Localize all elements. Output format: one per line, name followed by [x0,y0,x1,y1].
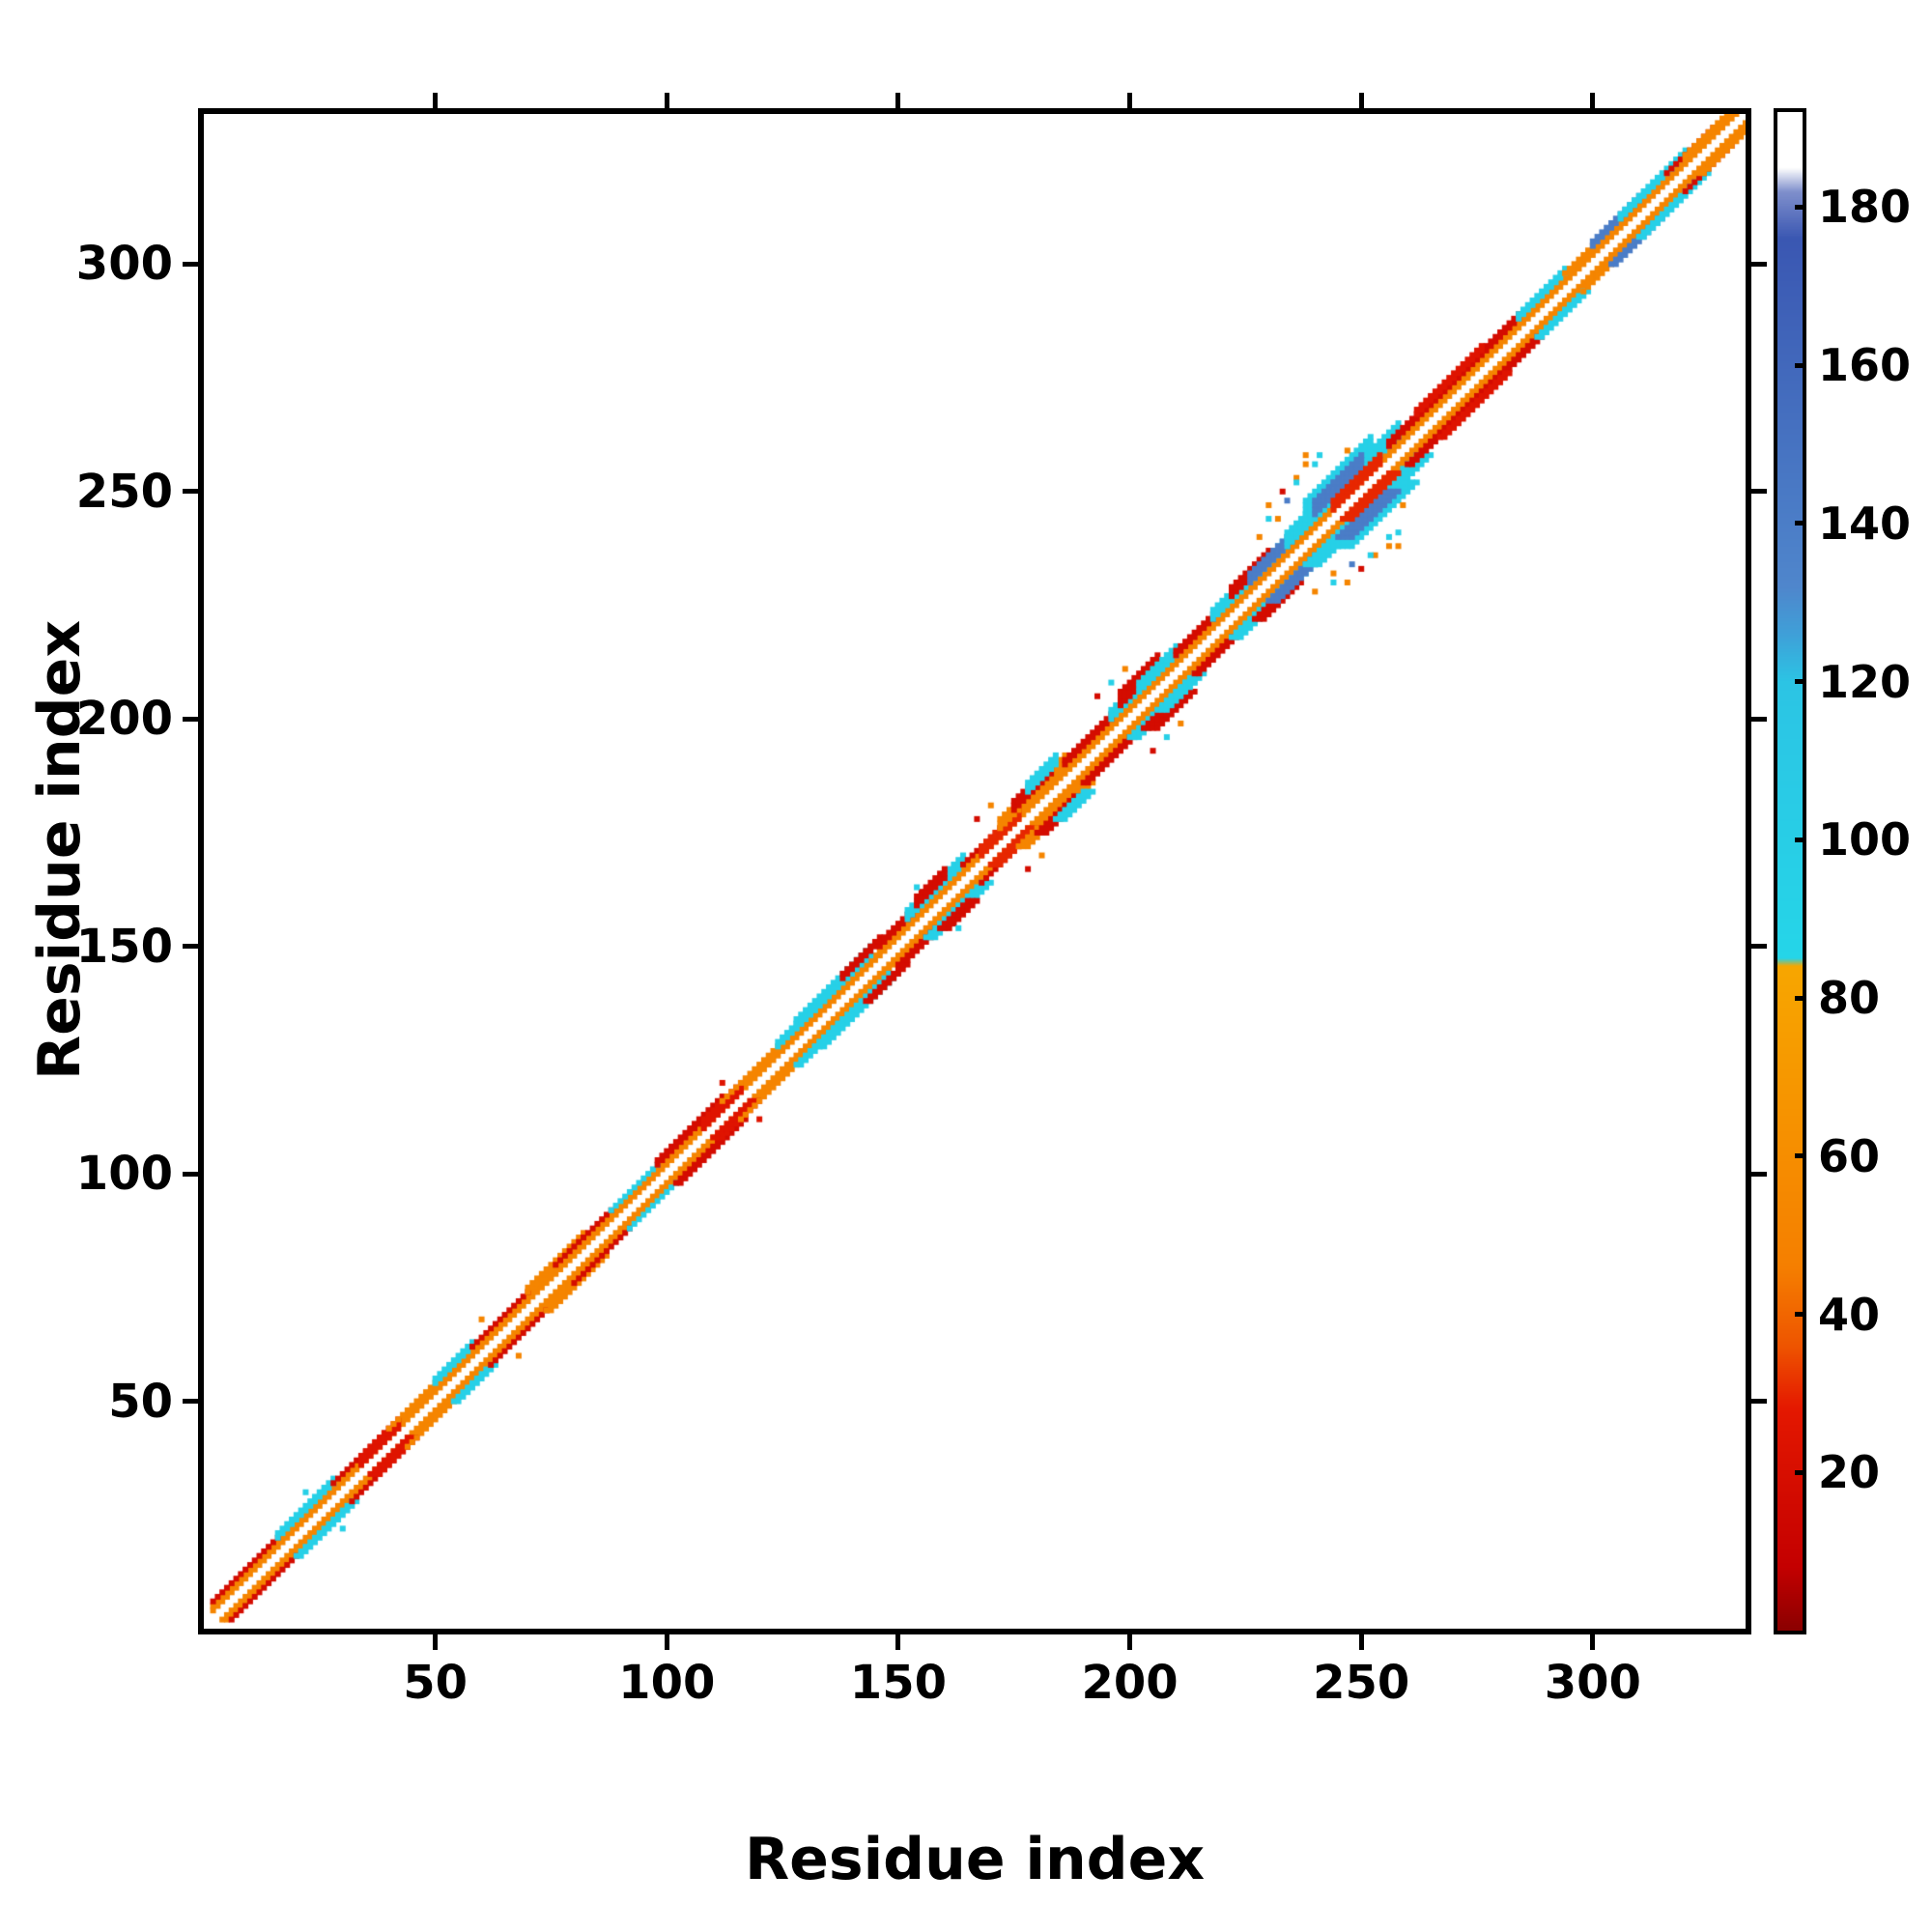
colorbar-tick-mark [1795,1153,1806,1159]
y-tick-mark-right [1751,944,1767,950]
colorbar-tick-mark [1795,1469,1806,1475]
colorbar-tick-mark [1795,362,1806,368]
colorbar-tick-mark [1795,837,1806,842]
colorbar-tick-label: 140 [1818,497,1912,550]
x-tick-label: 150 [849,1656,948,1710]
y-tick-mark [183,716,198,722]
colorbar-tick-label: 180 [1818,181,1912,234]
colorbar-tick-mark [1795,995,1806,1001]
y-tick-mark [183,261,198,267]
x-tick-label: 300 [1544,1656,1641,1710]
y-tick-mark [183,489,198,495]
y-tick-label: 50 [108,1374,173,1429]
y-axis-label: Residue index [26,619,94,1081]
colorbar-tick-mark [1795,679,1806,684]
colorbar-tick-mark [1795,521,1806,526]
x-tick-label: 50 [403,1656,469,1710]
colorbar [1774,108,1806,1634]
y-tick-mark [183,944,198,950]
x-tick-mark-top [433,93,439,108]
x-tick-mark-top [895,93,901,108]
colorbar-tick-mark [1795,204,1806,210]
x-tick-mark [1590,1634,1596,1650]
x-tick-mark-top [1358,93,1364,108]
x-tick-mark [1127,1634,1133,1650]
x-tick-mark-top [1127,93,1133,108]
y-tick-mark-right [1751,1171,1767,1177]
y-tick-label: 250 [75,464,173,519]
colorbar-tick-mark [1795,1312,1806,1317]
plot-frame [198,108,1751,1634]
y-tick-label: 150 [75,919,173,974]
y-tick-label: 100 [75,1147,173,1202]
colorbar-canvas [1777,112,1803,1631]
y-tick-mark-right [1751,716,1767,722]
y-tick-mark-right [1751,1399,1767,1405]
x-tick-mark-top [664,93,669,108]
y-tick-mark [183,1399,198,1405]
y-tick-label: 300 [75,237,173,292]
x-tick-mark [664,1634,669,1650]
y-tick-mark-right [1751,489,1767,495]
x-tick-label: 250 [1313,1656,1410,1710]
colorbar-tick-label: 40 [1818,1288,1881,1341]
x-tick-mark [1358,1634,1364,1650]
x-tick-label: 200 [1081,1656,1179,1710]
colorbar-tick-label: 60 [1818,1129,1881,1182]
x-axis-label: Residue index [744,1826,1206,1893]
y-tick-mark-right [1751,261,1767,267]
colorbar-tick-label: 120 [1818,655,1912,708]
colorbar-tick-label: 80 [1818,972,1881,1024]
contact-map-canvas [204,114,1746,1629]
y-tick-mark [183,1171,198,1177]
x-tick-label: 100 [618,1656,716,1710]
colorbar-tick-label: 160 [1818,339,1912,391]
x-tick-mark [433,1634,439,1650]
x-tick-mark [895,1634,901,1650]
colorbar-tick-label: 100 [1818,813,1912,867]
x-tick-mark-top [1590,93,1596,108]
colorbar-tick-label: 20 [1818,1446,1881,1499]
y-tick-label: 200 [75,692,173,747]
